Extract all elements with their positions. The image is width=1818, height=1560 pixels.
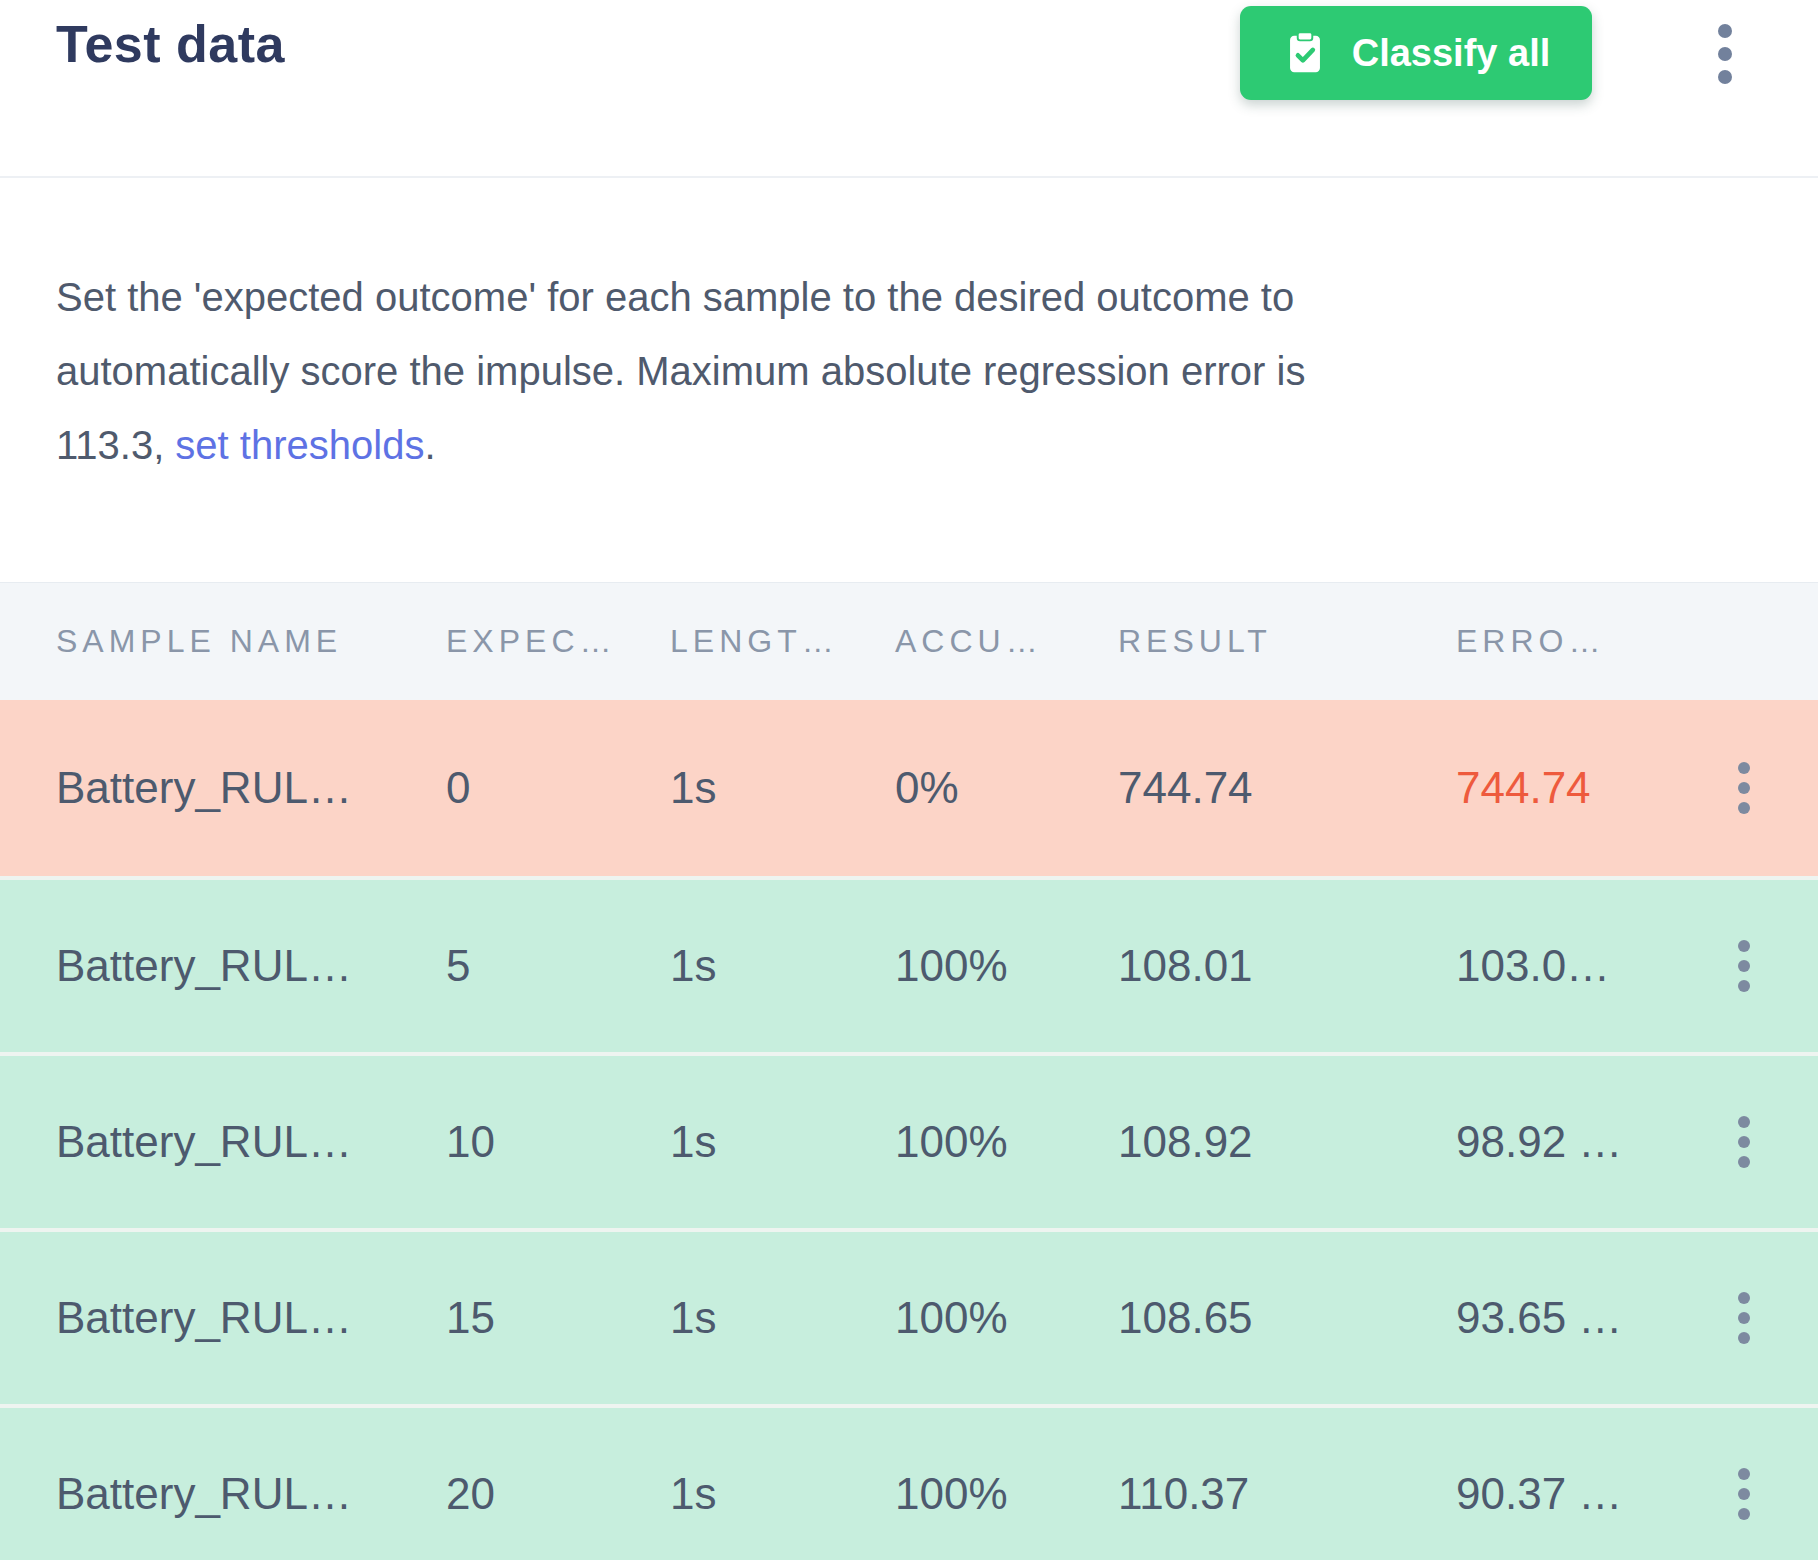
cell-result: 108.92 (1118, 1117, 1456, 1167)
description-line-1: Set the 'expected outcome' for each samp… (56, 260, 1758, 334)
test-data-panel: Test data Classify all Set the 'expected… (0, 0, 1818, 1560)
column-header-accuracy: ACCU… (895, 623, 1118, 660)
cell-result: 108.65 (1118, 1293, 1456, 1343)
cell-length: 1s (670, 763, 895, 813)
table-row[interactable]: Battery_RUL… 10 1s 100% 108.92 98.92 … (0, 1052, 1818, 1228)
column-header-result: RESULT (1118, 623, 1456, 660)
column-header-expected: EXPEC… (446, 623, 670, 660)
set-thresholds-link[interactable]: set thresholds (175, 423, 424, 467)
cell-expected: 0 (446, 763, 670, 813)
row-kebab-menu-icon[interactable] (1726, 1284, 1762, 1352)
cell-length: 1s (670, 1293, 895, 1343)
description-line-3: 113.3, set thresholds. (56, 408, 1758, 482)
cell-result: 744.74 (1118, 763, 1456, 813)
cell-accuracy: 100% (895, 1117, 1118, 1167)
table-row[interactable]: Battery_RUL… 0 1s 0% 744.74 744.74 (0, 700, 1818, 876)
cell-sample-name: Battery_RUL… (56, 941, 446, 991)
cell-accuracy: 100% (895, 941, 1118, 991)
classify-all-label: Classify all (1352, 32, 1551, 75)
test-sample-table: Battery_RUL… 0 1s 0% 744.74 744.74 Batte… (0, 700, 1818, 1560)
cell-accuracy: 0% (895, 763, 1118, 813)
cell-sample-name: Battery_RUL… (56, 1293, 446, 1343)
cell-sample-name: Battery_RUL… (56, 1117, 446, 1167)
panel-kebab-menu-icon[interactable] (1706, 16, 1744, 92)
table-header-row: SAMPLE NAME EXPEC… LENGT… ACCU… RESULT E… (0, 582, 1818, 700)
cell-accuracy: 100% (895, 1469, 1118, 1519)
panel-header: Test data Classify all (0, 0, 1818, 178)
classify-all-button[interactable]: Classify all (1240, 6, 1592, 100)
cell-expected: 15 (446, 1293, 670, 1343)
cell-error: 90.37 … (1456, 1469, 1700, 1519)
cell-length: 1s (670, 941, 895, 991)
description-text: Set the 'expected outcome' for each samp… (0, 178, 1818, 482)
cell-length: 1s (670, 1469, 895, 1519)
table-row[interactable]: Battery_RUL… 15 1s 100% 108.65 93.65 … (0, 1228, 1818, 1404)
cell-sample-name: Battery_RUL… (56, 1469, 446, 1519)
cell-length: 1s (670, 1117, 895, 1167)
column-header-sample-name: SAMPLE NAME (56, 623, 446, 660)
column-header-length: LENGT… (670, 623, 895, 660)
row-kebab-menu-icon[interactable] (1726, 1460, 1762, 1528)
column-header-error: ERRO… (1456, 623, 1700, 660)
cell-error: 98.92 … (1456, 1117, 1700, 1167)
row-kebab-menu-icon[interactable] (1726, 1108, 1762, 1176)
description-line-2: automatically score the impulse. Maximum… (56, 334, 1758, 408)
cell-expected: 5 (446, 941, 670, 991)
row-kebab-menu-icon[interactable] (1726, 754, 1762, 822)
cell-result: 108.01 (1118, 941, 1456, 991)
max-error-value: 113.3, (56, 423, 175, 467)
cell-expected: 10 (446, 1117, 670, 1167)
page-title: Test data (56, 14, 285, 74)
clipboard-check-icon (1282, 30, 1328, 76)
cell-accuracy: 100% (895, 1293, 1118, 1343)
row-kebab-menu-icon[interactable] (1726, 932, 1762, 1000)
cell-error: 93.65 … (1456, 1293, 1700, 1343)
cell-result: 110.37 (1118, 1469, 1456, 1519)
cell-error: 103.0… (1456, 941, 1700, 991)
cell-expected: 20 (446, 1469, 670, 1519)
table-row[interactable]: Battery_RUL… 20 1s 100% 110.37 90.37 … (0, 1404, 1818, 1560)
cell-sample-name: Battery_RUL… (56, 763, 446, 813)
table-row[interactable]: Battery_RUL… 5 1s 100% 108.01 103.0… (0, 876, 1818, 1052)
cell-error: 744.74 (1456, 763, 1700, 813)
